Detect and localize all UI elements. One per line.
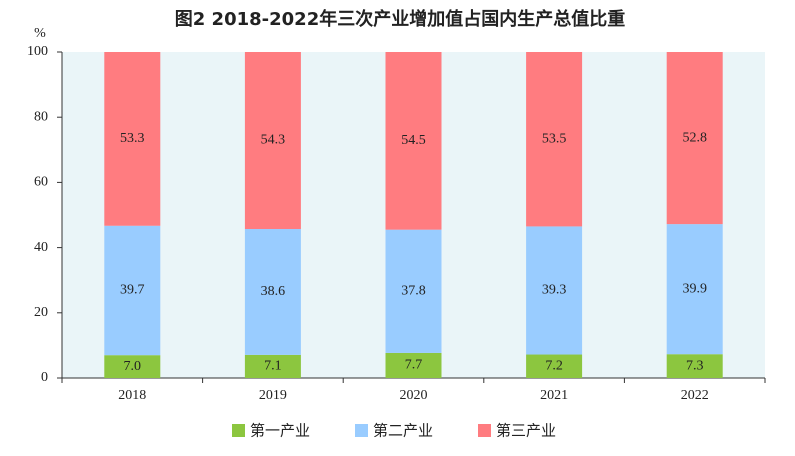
y-tick-label: 0 [41, 370, 48, 385]
bar-segment [244, 52, 301, 230]
bar-segment [385, 52, 442, 230]
bar-segment [666, 52, 723, 225]
bar-segment [526, 354, 583, 378]
data-label: 39.7 [120, 283, 145, 298]
bar-segment [104, 355, 161, 378]
bar-segment [526, 52, 583, 227]
y-tick-label: 40 [34, 240, 48, 255]
x-tick-label: 2018 [118, 388, 146, 403]
bar-segment [385, 229, 442, 353]
y-tick-label: 60 [34, 175, 48, 190]
data-label: 7.0 [124, 359, 142, 374]
chart-title: 图2 2018-2022年三次产业增加值占国内生产总值比重 [175, 8, 625, 30]
bar-segment [666, 224, 723, 355]
legend-swatch [355, 424, 368, 437]
legend-swatch [478, 424, 491, 437]
x-tick-label: 2020 [400, 388, 428, 403]
data-label: 7.3 [686, 358, 704, 373]
y-tick-label: 20 [34, 305, 48, 320]
legend-label: 第二产业 [373, 422, 433, 440]
data-label: 54.5 [401, 133, 426, 148]
data-label: 37.8 [401, 284, 426, 299]
bar-segment [104, 52, 161, 226]
data-label: 39.9 [682, 281, 707, 296]
data-label: 53.5 [542, 131, 567, 146]
bar-segment [244, 229, 301, 355]
bar-segment [104, 225, 161, 356]
y-axis-label: % [34, 26, 46, 41]
bar-segment [244, 354, 301, 378]
bar-segment [526, 226, 583, 355]
data-label: 52.8 [682, 130, 707, 145]
data-label: 39.3 [542, 283, 567, 298]
bar-segment [666, 354, 723, 378]
legend-swatch [232, 424, 245, 437]
bar-segment [385, 352, 442, 378]
x-tick-label: 2019 [259, 388, 287, 403]
data-label: 7.2 [545, 358, 563, 373]
y-tick-label: 80 [34, 109, 48, 124]
legend-label: 第三产业 [496, 422, 556, 440]
data-label: 54.3 [261, 133, 286, 148]
data-label: 38.6 [261, 284, 286, 299]
y-tick-label: 100 [27, 44, 48, 59]
x-tick-label: 2022 [681, 388, 709, 403]
data-label: 7.1 [264, 359, 282, 374]
data-label: 53.3 [120, 131, 145, 146]
legend-label: 第一产业 [250, 422, 310, 440]
x-tick-label: 2021 [540, 388, 568, 403]
data-label: 7.7 [405, 358, 423, 373]
